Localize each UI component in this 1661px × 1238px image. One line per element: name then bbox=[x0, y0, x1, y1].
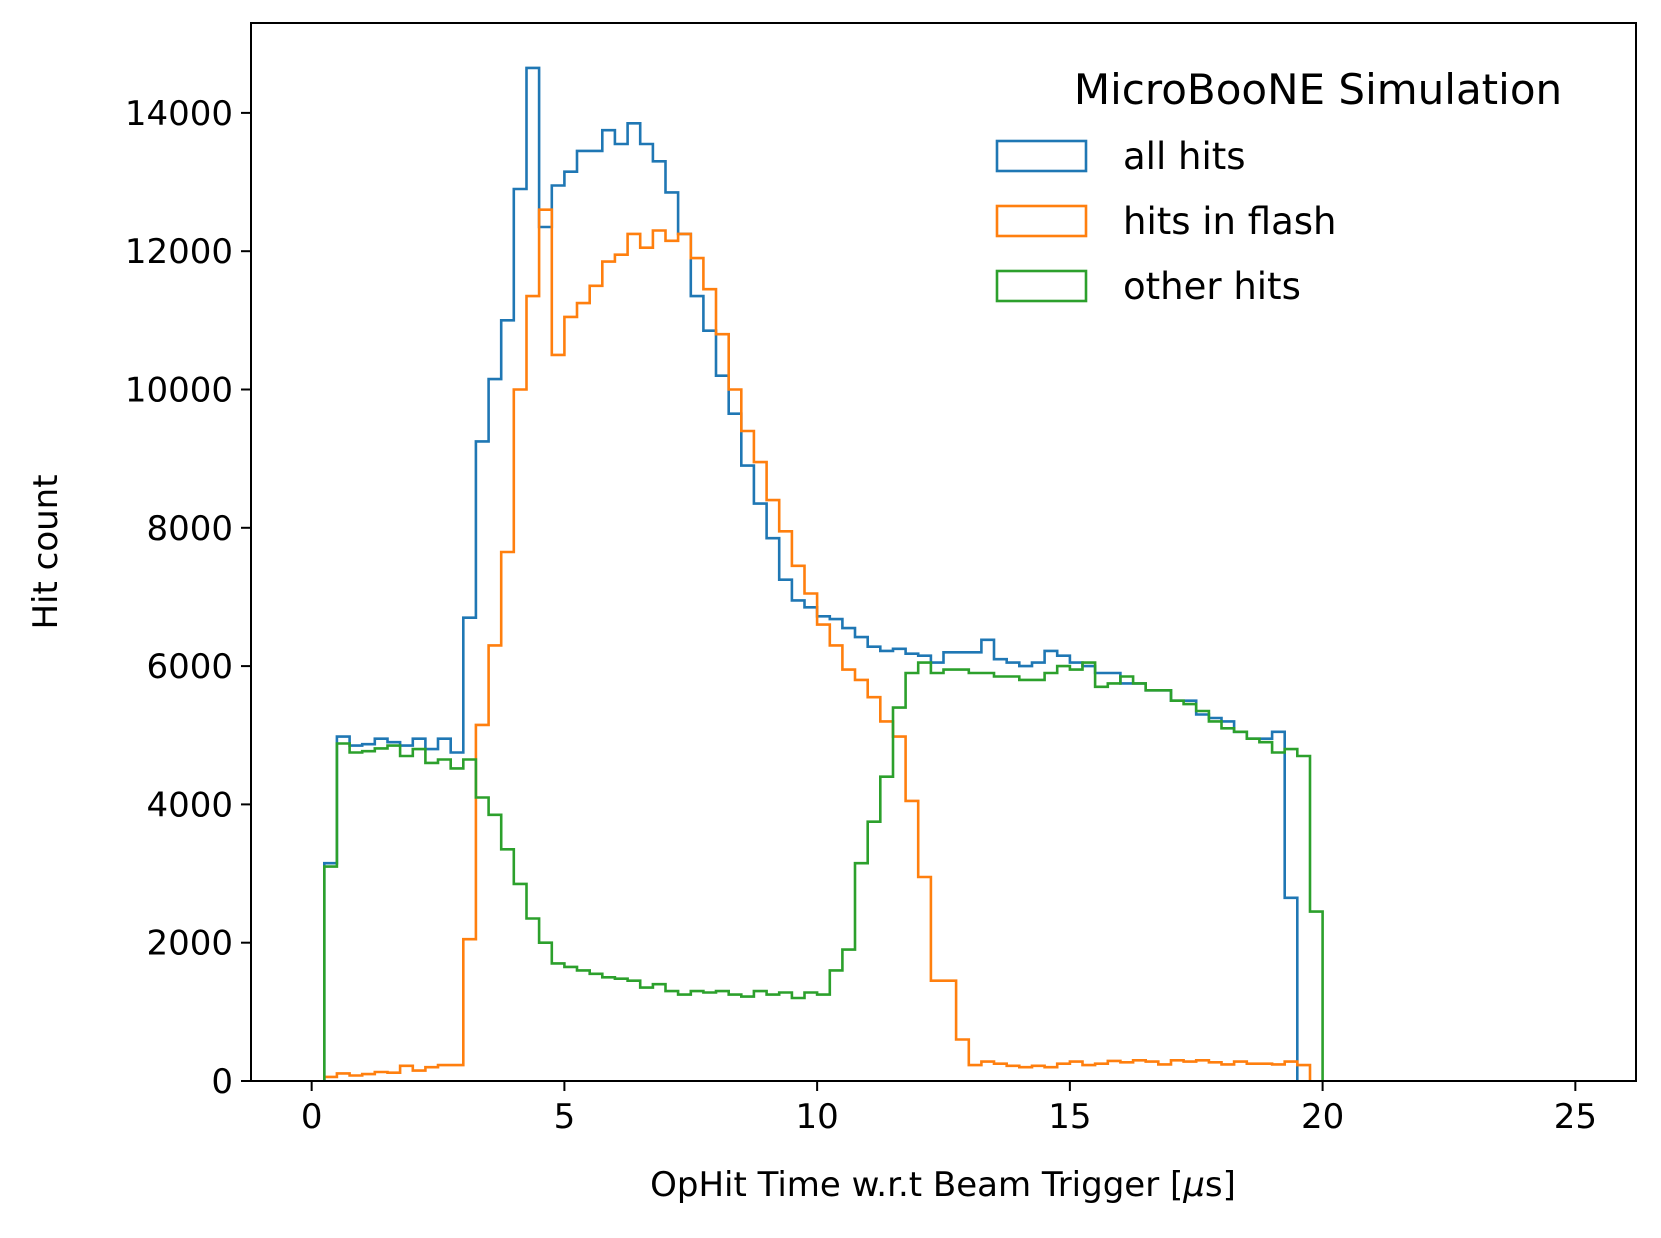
legend-label-other-hits: other hits bbox=[1123, 265, 1301, 308]
plot-frame bbox=[250, 22, 1637, 1082]
x-tick-label: 0 bbox=[301, 1097, 323, 1137]
x-axis-label: OpHit Time w.r.t Beam Trigger [μs] bbox=[650, 1165, 1236, 1205]
y-tick-label: 4000 bbox=[146, 785, 233, 825]
x-axis-ticks: 0 5 10 15 20 25 bbox=[301, 1081, 1597, 1137]
x-tick-label: 5 bbox=[554, 1097, 576, 1137]
legend: MicroBooNE Simulation all hits hits in fl… bbox=[995, 65, 1562, 308]
series-layer bbox=[323, 66, 1324, 1081]
x-tick-label: 10 bbox=[795, 1097, 838, 1137]
legend-swatch-all-hits bbox=[995, 139, 1088, 173]
y-tick-label: 10000 bbox=[125, 370, 233, 410]
y-tick-label: 12000 bbox=[125, 232, 233, 272]
series-line-hits-in-flash bbox=[323, 208, 1312, 1081]
series-line-other-hits bbox=[323, 661, 1324, 1081]
x-tick-label: 25 bbox=[1554, 1097, 1597, 1137]
legend-label-all-hits: all hits bbox=[1123, 135, 1246, 178]
legend-swatch-hits-in-flash bbox=[995, 204, 1088, 238]
y-axis-ticks: 0 2000 4000 6000 8000 10000 12000 14000 bbox=[125, 94, 251, 1102]
y-axis-label: Hit count bbox=[26, 474, 66, 629]
y-tick-label: 2000 bbox=[146, 924, 233, 964]
legend-title: MicroBooNE Simulation bbox=[1074, 65, 1562, 114]
y-tick-label: 0 bbox=[211, 1062, 233, 1102]
y-tick-label: 14000 bbox=[125, 94, 233, 134]
legend-swatch-other-hits bbox=[995, 269, 1088, 303]
y-tick-label: 6000 bbox=[146, 647, 233, 687]
legend-label-hits-in-flash: hits in flash bbox=[1123, 200, 1336, 243]
x-tick-label: 20 bbox=[1301, 1097, 1344, 1137]
x-tick-label: 15 bbox=[1048, 1097, 1091, 1137]
y-tick-label: 8000 bbox=[146, 509, 233, 549]
